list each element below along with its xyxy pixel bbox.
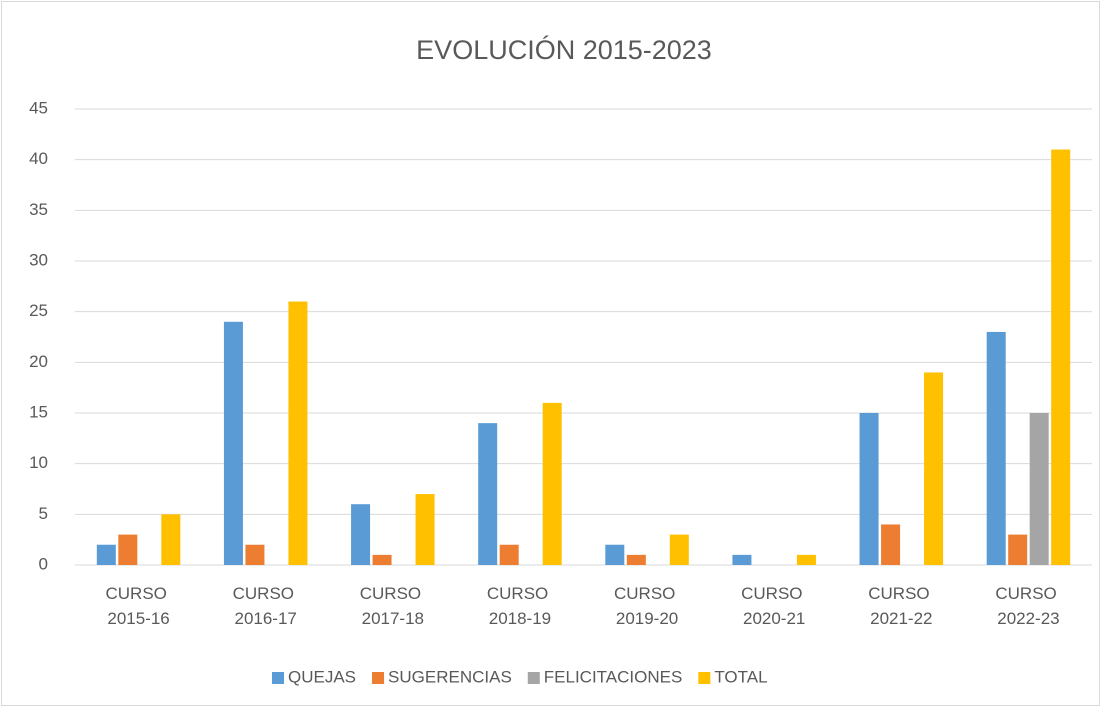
- legend-swatch: [272, 672, 284, 684]
- chart-frame: [1, 1, 1100, 706]
- legend-swatch: [698, 672, 711, 684]
- y-tick-label: 10: [29, 453, 48, 472]
- bar: [161, 514, 181, 565]
- bar: [859, 413, 879, 565]
- y-tick-label: 20: [29, 352, 48, 371]
- bar: [478, 423, 498, 565]
- y-tick-label: 5: [39, 504, 48, 523]
- bar: [626, 554, 646, 565]
- bar: [1029, 413, 1049, 565]
- bar: [881, 524, 901, 565]
- bar: [986, 331, 1006, 565]
- y-tick-label: 25: [29, 301, 48, 320]
- y-tick-label: 45: [29, 98, 48, 117]
- bar: [732, 554, 752, 565]
- bar: [372, 554, 392, 565]
- bar: [669, 534, 689, 565]
- bar: [118, 534, 138, 565]
- bar: [245, 544, 265, 565]
- y-tick-label: 40: [29, 149, 48, 168]
- legend-label: FELICITACIONES: [544, 667, 683, 686]
- y-tick-label: 30: [29, 250, 48, 269]
- x-tick-label: CURSO 2016-17: [233, 584, 299, 628]
- x-tick-label: CURSO 2020-21: [741, 584, 807, 628]
- bar: [288, 301, 308, 565]
- legend-label: SUGERENCIAS: [388, 667, 512, 686]
- legend-label: QUEJAS: [288, 667, 356, 686]
- bar: [415, 494, 435, 565]
- x-tick-label: CURSO 2021-22: [868, 584, 934, 628]
- bar: [1051, 149, 1071, 566]
- x-tick-label: CURSO 2022-23: [995, 584, 1061, 628]
- x-tick-label: CURSO 2015-16: [106, 584, 172, 628]
- x-tick-label: CURSO 2018-19: [487, 584, 553, 628]
- bar: [1008, 534, 1028, 565]
- bar: [796, 554, 816, 565]
- y-tick-label: 15: [29, 402, 48, 421]
- bar: [351, 504, 371, 565]
- y-tick-label: 0: [39, 554, 48, 573]
- bar: [96, 544, 116, 565]
- bar: [924, 372, 944, 565]
- bar: [542, 402, 562, 565]
- x-tick-label: CURSO 2017-18: [360, 584, 426, 628]
- legend-label: TOTAL: [714, 667, 767, 686]
- bar: [605, 544, 625, 565]
- chart-title: EVOLUCIÓN 2015-2023: [416, 34, 712, 65]
- x-tick-label: CURSO 2019-20: [614, 584, 680, 628]
- legend-swatch: [372, 672, 385, 684]
- legend-swatch: [527, 672, 540, 684]
- bar: [223, 321, 243, 565]
- bar: [499, 544, 519, 565]
- y-tick-label: 35: [29, 200, 48, 219]
